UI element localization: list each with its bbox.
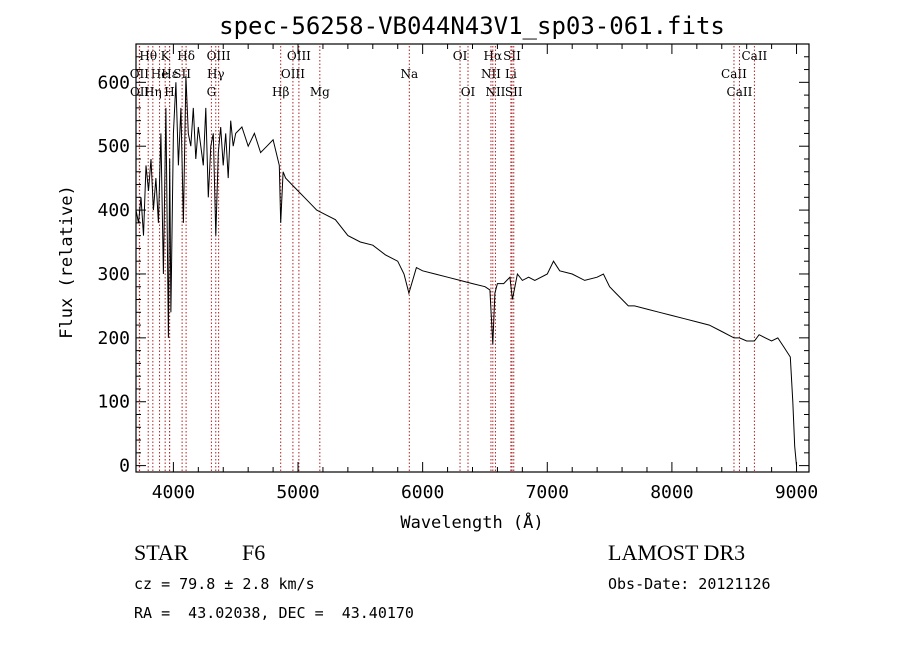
y-tick-label: 300 (97, 264, 130, 285)
line-marker-label: Mg (310, 85, 330, 99)
line-marker-label: SII (503, 49, 521, 63)
object-class: STAR (134, 540, 189, 565)
line-marker-label: CaII (741, 49, 767, 63)
object-subclass: F6 (242, 540, 266, 565)
survey-name: LAMOST DR3 (608, 540, 746, 565)
line-marker-label: Hθ (139, 49, 157, 63)
y-axis-label: Flux (relative) (57, 185, 77, 339)
line-marker-label: OIII (281, 67, 305, 81)
y-tick-label: 0 (119, 456, 130, 477)
line-marker-label: G (207, 85, 217, 99)
coordinates: RA = 43.02038, DEC = 43.40170 (134, 604, 414, 622)
axis-ticks: 4000 5000 6000 7000 8000 9000 0 100 200 300 400 500… (97, 44, 818, 503)
line-marker-label: Na (400, 67, 418, 81)
line-marker-label: Hγ (207, 67, 225, 81)
line-marker-label: He (151, 67, 169, 81)
x-tick-label: 6000 (401, 482, 444, 503)
x-axis-label: Wavelength (Å) (400, 511, 543, 533)
chart-title: spec-56258-VB044N43V1_sp03-061.fits (219, 12, 725, 40)
plot-frame (135, 43, 810, 473)
line-marker-label: SII (505, 85, 523, 99)
line-marker-label: OII (130, 85, 150, 99)
line-marker-label: Hε (161, 67, 178, 81)
line-marker-label: CaII (721, 67, 747, 81)
flux-series-line (135, 75, 797, 466)
x-tick-label: 5000 (276, 482, 319, 503)
x-tick-label: 4000 (152, 482, 195, 503)
y-tick-label: 600 (97, 72, 130, 93)
x-tick-label: 9000 (775, 482, 818, 503)
y-tick-label: 400 (97, 200, 130, 221)
line-marker-label: NII (481, 67, 501, 81)
line-marker-label: OIII (207, 49, 231, 63)
x-tick-label: 7000 (526, 482, 569, 503)
y-tick-label: 100 (97, 392, 130, 413)
velocity-readout: cz = 79.8 ± 2.8 km/s (134, 575, 315, 593)
line-marker-label: Hβ (272, 85, 289, 99)
line-marker-label: Li (505, 67, 517, 81)
y-tick-label: 200 (97, 328, 130, 349)
line-marker-label: NII (485, 85, 505, 99)
obs-date: Obs-Date: 20121126 (608, 575, 771, 593)
line-marker-label: OI (461, 85, 476, 99)
line-marker-label: Hη (144, 85, 162, 99)
line-marker-label: K (161, 49, 171, 63)
line-marker-label: CaII (727, 85, 753, 99)
line-marker-label: SII (173, 67, 191, 81)
line-marker-label: OIII (287, 49, 311, 63)
x-tick-label: 8000 (650, 482, 693, 503)
y-tick-label: 500 (97, 136, 130, 157)
line-marker-label: Hα (484, 49, 503, 63)
line-marker-label: Hδ (177, 49, 195, 63)
line-marker-label: OI (453, 49, 468, 63)
